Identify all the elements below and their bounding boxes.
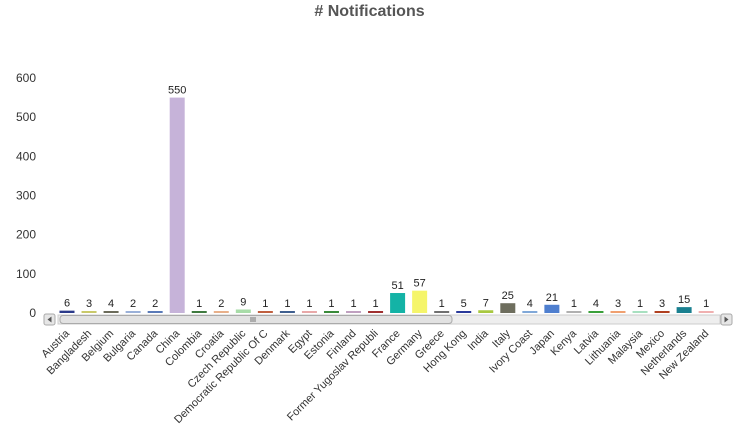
bars (59, 97, 714, 313)
data-label: 57 (414, 278, 426, 290)
data-label: 1 (350, 298, 356, 310)
data-label: 1 (328, 298, 334, 310)
horizontal-scrollbar[interactable] (43, 313, 733, 326)
data-label: 2 (152, 298, 158, 310)
bar[interactable] (147, 311, 163, 313)
data-label: 1 (284, 298, 290, 310)
bar[interactable] (257, 311, 273, 313)
data-label: 7 (483, 297, 489, 309)
y-tick-label: 600 (16, 71, 36, 85)
bar[interactable] (81, 311, 97, 313)
y-tick-label: 300 (16, 189, 36, 203)
bar[interactable] (368, 311, 384, 313)
data-label: 1 (703, 298, 709, 310)
bar[interactable] (301, 311, 317, 313)
bar[interactable] (191, 311, 207, 313)
data-label: 51 (391, 280, 403, 292)
bar[interactable] (456, 311, 472, 313)
bar[interactable] (434, 311, 450, 313)
data-label: 21 (546, 292, 558, 304)
bar[interactable] (566, 311, 582, 313)
bar[interactable] (235, 309, 251, 313)
y-tick-label: 400 (16, 149, 36, 163)
data-label: 3 (659, 298, 665, 310)
x-axis: AustriaBangladeshBelgiumBulgariaCanadaCh… (39, 327, 711, 426)
data-label: 2 (218, 298, 224, 310)
data-label: 9 (240, 296, 246, 308)
bar[interactable] (698, 311, 714, 313)
bar[interactable] (588, 311, 604, 313)
bar[interactable] (59, 310, 75, 313)
bar[interactable] (125, 311, 141, 313)
data-label: 15 (678, 294, 690, 306)
y-axis: 0 100 200 300 400 500 600 (16, 71, 36, 320)
bar[interactable] (500, 303, 516, 313)
data-label: 3 (615, 298, 621, 310)
bar[interactable] (323, 311, 339, 313)
bar[interactable] (390, 293, 406, 313)
chevron-right-icon (724, 316, 729, 323)
bar[interactable] (346, 311, 362, 313)
bar[interactable] (544, 304, 560, 313)
bar[interactable] (103, 311, 119, 313)
data-label: 1 (196, 298, 202, 310)
data-label: 1 (262, 298, 268, 310)
bar[interactable] (478, 310, 494, 313)
data-label: 1 (372, 298, 378, 310)
data-label: 4 (527, 298, 533, 310)
bar[interactable] (610, 311, 626, 313)
bar[interactable] (412, 290, 428, 313)
y-tick-label: 100 (16, 267, 36, 281)
data-label: 6 (64, 298, 70, 310)
bar[interactable] (676, 307, 692, 313)
scrollbar-grip-icon (250, 317, 256, 322)
chevron-left-icon (47, 316, 52, 323)
data-label: 2 (130, 298, 136, 310)
data-label: 1 (637, 298, 643, 310)
data-label: 25 (502, 290, 514, 302)
bar[interactable] (279, 311, 295, 313)
bar[interactable] (213, 311, 229, 313)
x-tick-label: Kenya (548, 327, 579, 358)
bar[interactable] (522, 311, 538, 313)
data-label: 4 (108, 298, 114, 310)
bar[interactable] (169, 97, 185, 313)
x-tick-label: India (466, 327, 492, 353)
data-label: 1 (439, 298, 445, 310)
y-tick-label: 0 (29, 306, 36, 320)
y-tick-label: 500 (16, 110, 36, 124)
data-label: 5 (461, 298, 467, 310)
bar[interactable] (654, 311, 670, 313)
bar[interactable] (632, 311, 648, 313)
data-label: 1 (571, 298, 577, 310)
data-label: 3 (86, 298, 92, 310)
data-label: 4 (593, 298, 599, 310)
chart-title: # Notifications (314, 3, 425, 20)
data-label: 1 (306, 298, 312, 310)
scrollbar-thumb[interactable] (59, 315, 453, 324)
y-tick-label: 200 (16, 228, 36, 242)
data-label: 550 (168, 85, 186, 97)
